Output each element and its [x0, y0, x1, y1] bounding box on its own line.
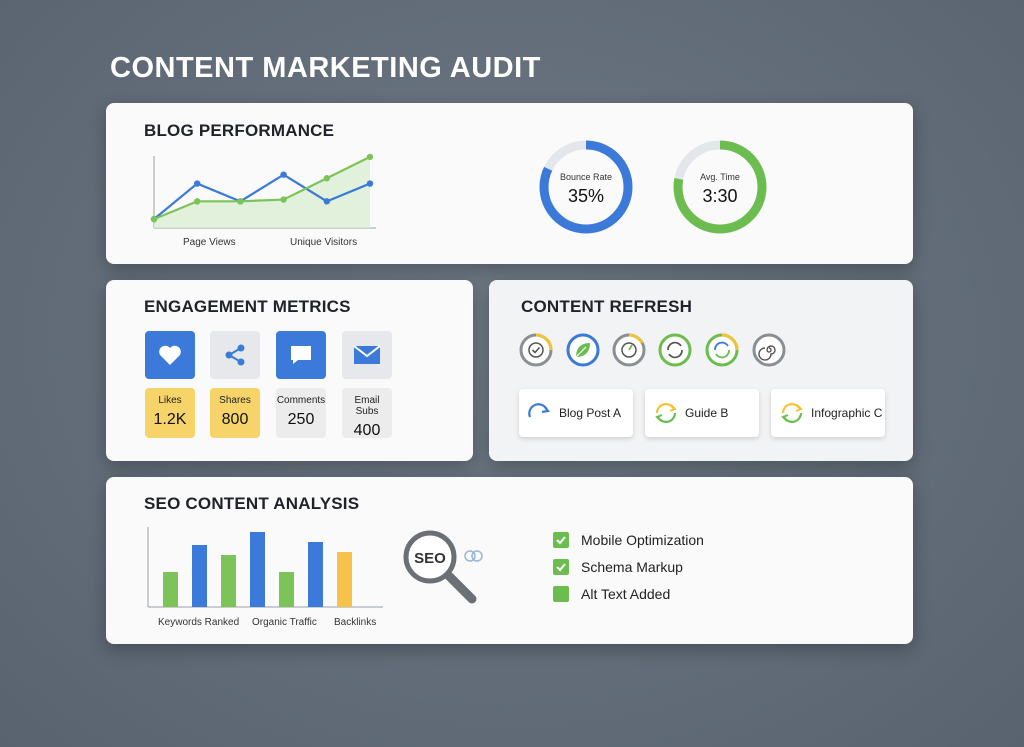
cycle-icon	[655, 403, 677, 423]
engagement-metrics-card: ENGAGEMENT METRICS Likes 1.2K Shares 800…	[106, 280, 473, 461]
bar	[279, 572, 294, 607]
content-refresh-title: CONTENT REFRESH	[521, 297, 693, 316]
gauge-icon	[621, 342, 637, 358]
seo-bar-chart	[147, 527, 383, 608]
axis-label-backlinks: Backlinks	[334, 617, 377, 628]
bar	[337, 552, 352, 607]
bounce-rate-label: Bounce Rate	[559, 172, 613, 182]
seo-magnifier-icon: SEO	[403, 530, 483, 604]
email-subs-stat: Email Subs 400	[342, 388, 392, 439]
mail-icon	[353, 345, 381, 364]
series-1-point	[366, 153, 374, 161]
series-0-point	[280, 171, 287, 178]
sync-ring[interactable]	[704, 332, 740, 368]
leaf-ring[interactable]	[565, 332, 601, 368]
likes-stat: Likes 1.2K	[145, 388, 195, 438]
series-line-0	[153, 173, 371, 220]
series-0-point	[194, 180, 201, 187]
cycle-icon	[781, 403, 803, 423]
bounce-rate-value: 35%	[567, 186, 605, 206]
spiral-ring[interactable]	[751, 332, 787, 368]
legend-unique-visitors: Unique Visitors	[290, 237, 358, 248]
comments-value: 250	[287, 411, 315, 428]
comments-stat: Comments 250	[276, 388, 326, 438]
refresh-item-label: Infographic C	[811, 406, 883, 420]
refresh-icon	[667, 341, 683, 359]
email-tile[interactable]	[342, 331, 392, 379]
axis-label-organic-traffic: Organic Traffic	[252, 617, 317, 628]
checklist-item-mobile: Mobile Optimization	[553, 532, 704, 548]
shares-label: Shares	[219, 395, 251, 406]
spiral-icon	[758, 345, 776, 361]
checklist-item-schema: Schema Markup	[553, 559, 683, 575]
checklist-label: Schema Markup	[581, 559, 683, 575]
refresh-item-label: Blog Post A	[559, 406, 622, 420]
series-0-point	[366, 180, 374, 187]
checkbox-checked-icon[interactable]	[553, 532, 569, 548]
comments-tile[interactable]	[276, 331, 326, 379]
legend-page-views: Page Views	[183, 237, 236, 248]
gauge-fill	[673, 140, 767, 234]
sync-icon	[714, 341, 730, 359]
checkbox-filled-icon[interactable]	[553, 586, 569, 602]
engagement-metrics-title: ENGAGEMENT METRICS	[144, 297, 351, 316]
seo-analysis-title: SEO CONTENT ANALYSIS	[144, 494, 360, 513]
email-subs-value: 400	[353, 422, 381, 439]
heart-icon	[159, 345, 181, 365]
bar	[163, 572, 178, 607]
page-title: CONTENT MARKETING AUDIT	[110, 52, 541, 84]
series-1-point	[150, 215, 158, 223]
bar	[221, 555, 236, 607]
series-0-point	[323, 198, 330, 205]
refresh-item-blog-post-a[interactable]: Blog Post A	[519, 389, 633, 437]
likes-value: 1.2K	[153, 411, 187, 428]
series-1-point	[280, 196, 287, 203]
check-icon	[528, 342, 544, 358]
refresh-item-label: Guide B	[685, 406, 729, 420]
arrow-refresh-icon	[528, 403, 551, 418]
blog-performance-title: BLOG PERFORMANCE	[144, 121, 335, 140]
bar	[192, 545, 207, 607]
blog-performance-card: BLOG PERFORMANCE Page Views Unique Visit…	[106, 103, 913, 264]
avg-time-label: Avg. Time	[700, 172, 740, 182]
seo-badge-text: SEO	[414, 550, 446, 567]
avg-time-gauge	[673, 140, 767, 234]
bar	[308, 542, 323, 607]
series-1-point	[237, 198, 244, 205]
likes-label: Likes	[158, 395, 182, 406]
shares-stat: Shares 800	[210, 388, 260, 438]
series-line-1	[153, 155, 371, 221]
series-1-point	[194, 198, 201, 205]
avg-time-value: 3:30	[702, 186, 738, 206]
checklist-item-alt-text: Alt Text Added	[553, 586, 670, 602]
likes-tile[interactable]	[145, 331, 195, 379]
refresh-item-guide-b[interactable]: Guide B	[645, 389, 759, 437]
seo-analysis-card: SEO CONTENT ANALYSIS Keywords Ranked Org…	[106, 477, 913, 644]
refresh-ring[interactable]	[657, 332, 693, 368]
gauge-ring[interactable]	[611, 332, 647, 368]
unique-visitors-area	[154, 156, 370, 228]
shares-value: 800	[221, 411, 249, 428]
axis-label-keywords: Keywords Ranked	[158, 617, 240, 628]
share-icon	[225, 344, 245, 366]
gauge-fill	[539, 140, 633, 234]
bar	[250, 532, 265, 607]
refresh-item-infographic-c[interactable]: Infographic C	[771, 389, 885, 437]
check-ring[interactable]	[518, 332, 554, 368]
bounce-rate-gauge	[539, 140, 633, 234]
comments-label: Comments	[276, 395, 326, 406]
content-refresh-card: CONTENT REFRESH Blog Post A	[489, 280, 913, 461]
email-subs-label: Email Subs	[354, 395, 380, 417]
checkbox-checked-icon[interactable]	[553, 559, 569, 575]
leaf-icon	[575, 343, 590, 358]
checklist-label: Alt Text Added	[581, 586, 671, 602]
blog-line-chart	[150, 153, 376, 229]
series-1-point	[323, 175, 330, 182]
shares-tile[interactable]	[210, 331, 260, 379]
comment-icon	[291, 346, 311, 364]
checklist-label: Mobile Optimization	[581, 532, 704, 548]
